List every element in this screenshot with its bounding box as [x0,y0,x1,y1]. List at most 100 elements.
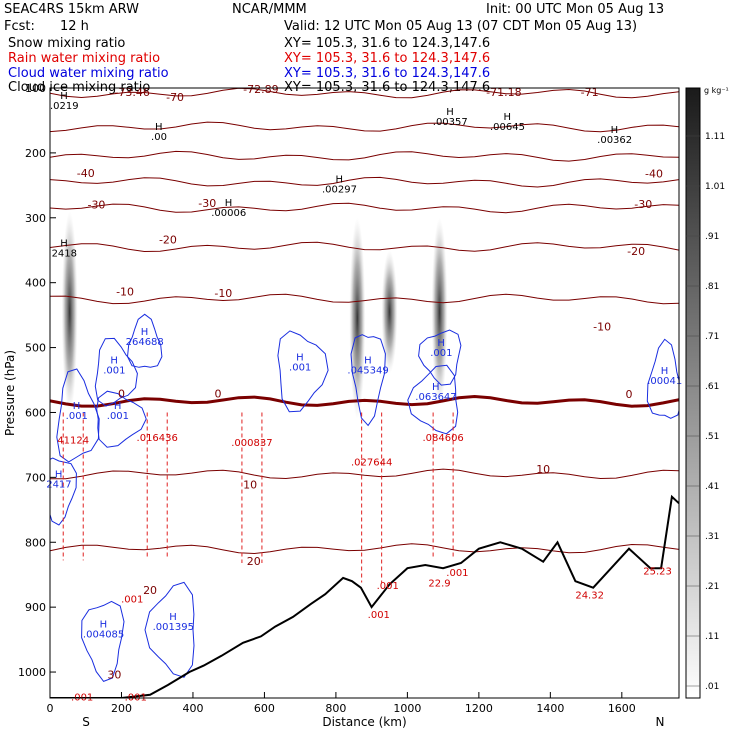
x-end-label-north: N [656,715,665,729]
colorbar-unit: g kg⁻¹ [704,86,729,95]
ice-max-label-1: .0219 [50,101,79,112]
ice-max-label-7: .00362 [597,135,632,146]
isotherm-m10 [50,293,679,305]
terrain-line [50,494,679,698]
colorbar-label-8: .41 [705,482,719,492]
snow-core-1 [61,211,78,413]
model-title: SEAC4RS 15km ARW [4,2,140,17]
ice-max-marker-1: H [60,91,68,102]
isotherm-label-9: -30 [198,197,216,210]
ice-max-marker-7: H [611,125,619,136]
cloud-max-label-1: 264688 [126,337,164,348]
ice-max-label-6: .00645 [490,122,525,133]
rain-max-label-7: .001 [368,610,390,621]
cloud-max-marker-5: H [437,338,445,349]
cloud-max-label-5: .001 [430,348,452,359]
cloud-max-marker-12: H [169,612,177,623]
rain-max-label-10: 24.32 [575,591,604,602]
rain-max-label-11: 25.23 [643,567,672,578]
rain-max-label-12: .001 [121,595,143,606]
rain-max-label-1: 41124 [57,436,89,447]
ice-max-marker-3: H [225,198,233,209]
cloud-max-label-4: .045349 [347,366,388,377]
rain-max-label-8: 22.9 [428,578,450,589]
cloud-max-label-10: 2417 [46,480,71,491]
y-tick-label-1000: 1000 [18,666,46,679]
isotherm-label-16: 0 [118,388,125,401]
rain-max-label-3: .000837 [231,438,272,449]
colorbar-label-10: .21 [705,582,719,592]
cloud-max-label-7: .00041 [647,376,682,387]
isotherm-m70 [50,88,679,99]
x-tick-label-200: 200 [111,702,132,715]
rain-max-label-2: .016436 [137,433,178,444]
ice-max-marker-5: H [446,107,454,118]
isotherm-label-20: 10 [243,478,257,491]
cloud-max-label-9: .001 [107,411,129,422]
y-tick-label-600: 600 [25,406,46,419]
y-tick-label-400: 400 [25,277,46,290]
y-tick-label-800: 800 [25,536,46,549]
cloud-max-marker-4: H [364,356,372,367]
cloud-water-contour-7 [646,338,679,419]
isotherm-label-3: -72.89 [243,83,278,96]
x-tick-label-600: 600 [254,702,275,715]
y-tick-label-200: 200 [25,147,46,160]
x-tick-label-400: 400 [182,702,203,715]
cloud-max-label-2: .001 [103,366,125,377]
isotherm-label-1: -73.46 [114,86,149,99]
colorbar-label-12: .01 [705,682,719,692]
y-tick-label-top: 100 [25,82,46,95]
cloud-field-label: Cloud water mixing ratio [8,66,169,81]
colorbar-label-2: 1.01 [705,182,725,192]
isotherm-label-23: 30 [107,669,121,682]
y-tick-label-500: 500 [25,342,46,355]
isotherm-m50 [50,150,679,162]
ice-max-marker-4: H [335,174,343,185]
ice-max-marker-6: H [503,112,511,123]
isotherm-label-4: -71.18 [486,86,521,99]
isotherm-label-19: 10 [536,463,550,476]
ice-max-marker-8: H [60,239,68,250]
isotherm-label-5: -71 [581,86,599,99]
x-tick-label-1400: 1400 [536,702,564,715]
ice-max-label-8: 2418 [52,249,77,260]
isotherm-label-14: -10 [214,287,232,300]
cloud-water-contour-3 [277,330,329,413]
colorbar-label-9: .31 [705,532,719,542]
init-time: Init: 00 UTC Mon 05 Aug 13 [486,2,665,17]
snow-core-3 [381,250,398,374]
colorbar-label-11: .11 [705,632,719,642]
cloud-water-contour-9 [96,390,147,448]
snow-core-4 [431,217,448,406]
isotherm-m60 [50,121,679,133]
colorbar-label-4: .81 [705,282,719,292]
isotherm-label-7: -40 [645,168,663,181]
cloud-max-marker-2: H [110,356,118,367]
x-axis-label: Distance (km) [322,715,406,729]
isotherm-label-6: -40 [77,167,95,180]
forecast-label: Fcst: [4,19,35,34]
cloud-max-marker-9: H [114,401,122,412]
rain-field-label: Rain water mixing ratio [8,51,161,66]
x-tick-label-1000: 1000 [393,702,421,715]
colorbar-label-5: .71 [705,332,719,342]
cloud-water-contour-1 [126,313,163,368]
center-title: NCAR/MMM [232,2,307,17]
isotherm-10 [50,468,679,480]
x-tick-label-800: 800 [325,702,346,715]
isotherm-label-17: 0 [214,388,221,401]
cloud-water-contour-5 [418,329,462,386]
x-tick-label-0: 0 [47,702,54,715]
cloud-water-contour-6 [407,364,459,435]
cloud-water-contour-11 [81,600,125,683]
rain-max-label-5: .084606 [422,433,463,444]
snow-field-xy: XY= 105.3, 31.6 to 124.3,147.6 [284,36,491,51]
isotherm-m20 [50,241,679,253]
isotherm-label-13: -10 [116,286,134,299]
colorbar-label-3: .91 [705,232,719,242]
rain-max-label-6: .001 [377,581,399,592]
rain-field-xy: XY= 105.3, 31.6 to 124.3,147.6 [284,51,491,66]
cloud-max-label-11: .004085 [83,630,124,641]
